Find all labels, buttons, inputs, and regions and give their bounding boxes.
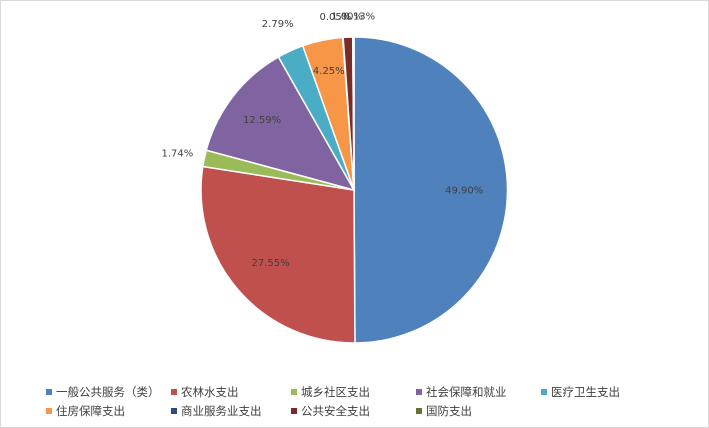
data-label-4: 2.79% (262, 19, 294, 30)
legend-swatch (291, 407, 297, 414)
legend-item: 医疗卫生支出 (541, 384, 661, 400)
legend-label: 公共安全支出 (301, 403, 370, 418)
legend-swatch (416, 407, 422, 414)
legend-label: 社会保障和就业 (426, 384, 507, 399)
legend-row: 一般公共服务（类） 农林水支出 城乡社区支出 社会保障和就业 医疗卫生支出 (46, 382, 686, 401)
legend-swatch (291, 388, 297, 395)
data-label-3: 12.59% (243, 115, 281, 126)
legend-swatch (171, 407, 177, 414)
pie-slice-1 (200, 165, 356, 344)
data-label-2: 1.74% (162, 149, 194, 160)
legend-row: 住房保障支出 商业服务业支出 公共安全支出 国防支出 (46, 401, 686, 420)
legend-item: 城乡社区支出 (291, 384, 416, 400)
data-label-5: 4.25% (313, 66, 345, 77)
pie-slice-0 (353, 36, 509, 344)
legend-item: 社会保障和就业 (416, 384, 541, 400)
legend-label: 一般公共服务（类） (56, 384, 160, 399)
data-label-6: 0.05% (320, 12, 352, 23)
data-label-8: 0.13% (343, 12, 375, 23)
data-label-1: 27.55% (252, 258, 290, 269)
data-label-7: 1.00% (331, 12, 363, 23)
legend-swatch (416, 388, 422, 395)
legend-item: 一般公共服务（类） (46, 384, 171, 400)
data-label-0: 49.90% (445, 186, 483, 197)
legend-item: 住房保障支出 (46, 403, 171, 419)
pie-slice-3 (205, 55, 356, 192)
legend-label: 商业服务业支出 (181, 403, 262, 418)
legend-label: 住房保障支出 (56, 403, 125, 418)
legend-swatch (46, 407, 52, 414)
legend-swatch (171, 388, 177, 395)
legend-label: 农林水支出 (181, 384, 239, 399)
legend-label: 城乡社区支出 (301, 384, 370, 399)
legend-swatch (46, 388, 52, 395)
legend-item: 国防支出 (416, 403, 541, 419)
legend-label: 国防支出 (426, 403, 472, 418)
legend-swatch (541, 388, 547, 395)
legend-item: 商业服务业支出 (171, 403, 291, 419)
pie-chart: 49.90% 27.55% 1.74% 12.59% 2.79% 4.25% 0.05%1.… (162, 12, 509, 344)
pie-slice-8 (351, 36, 355, 191)
legend-item: 农林水支出 (171, 384, 291, 400)
legend-label: 医疗卫生支出 (551, 384, 620, 399)
legend-item: 公共安全支出 (291, 403, 416, 419)
legend: 一般公共服务（类） 农林水支出 城乡社区支出 社会保障和就业 医疗卫生支出住房保障支出 商… (46, 382, 686, 420)
